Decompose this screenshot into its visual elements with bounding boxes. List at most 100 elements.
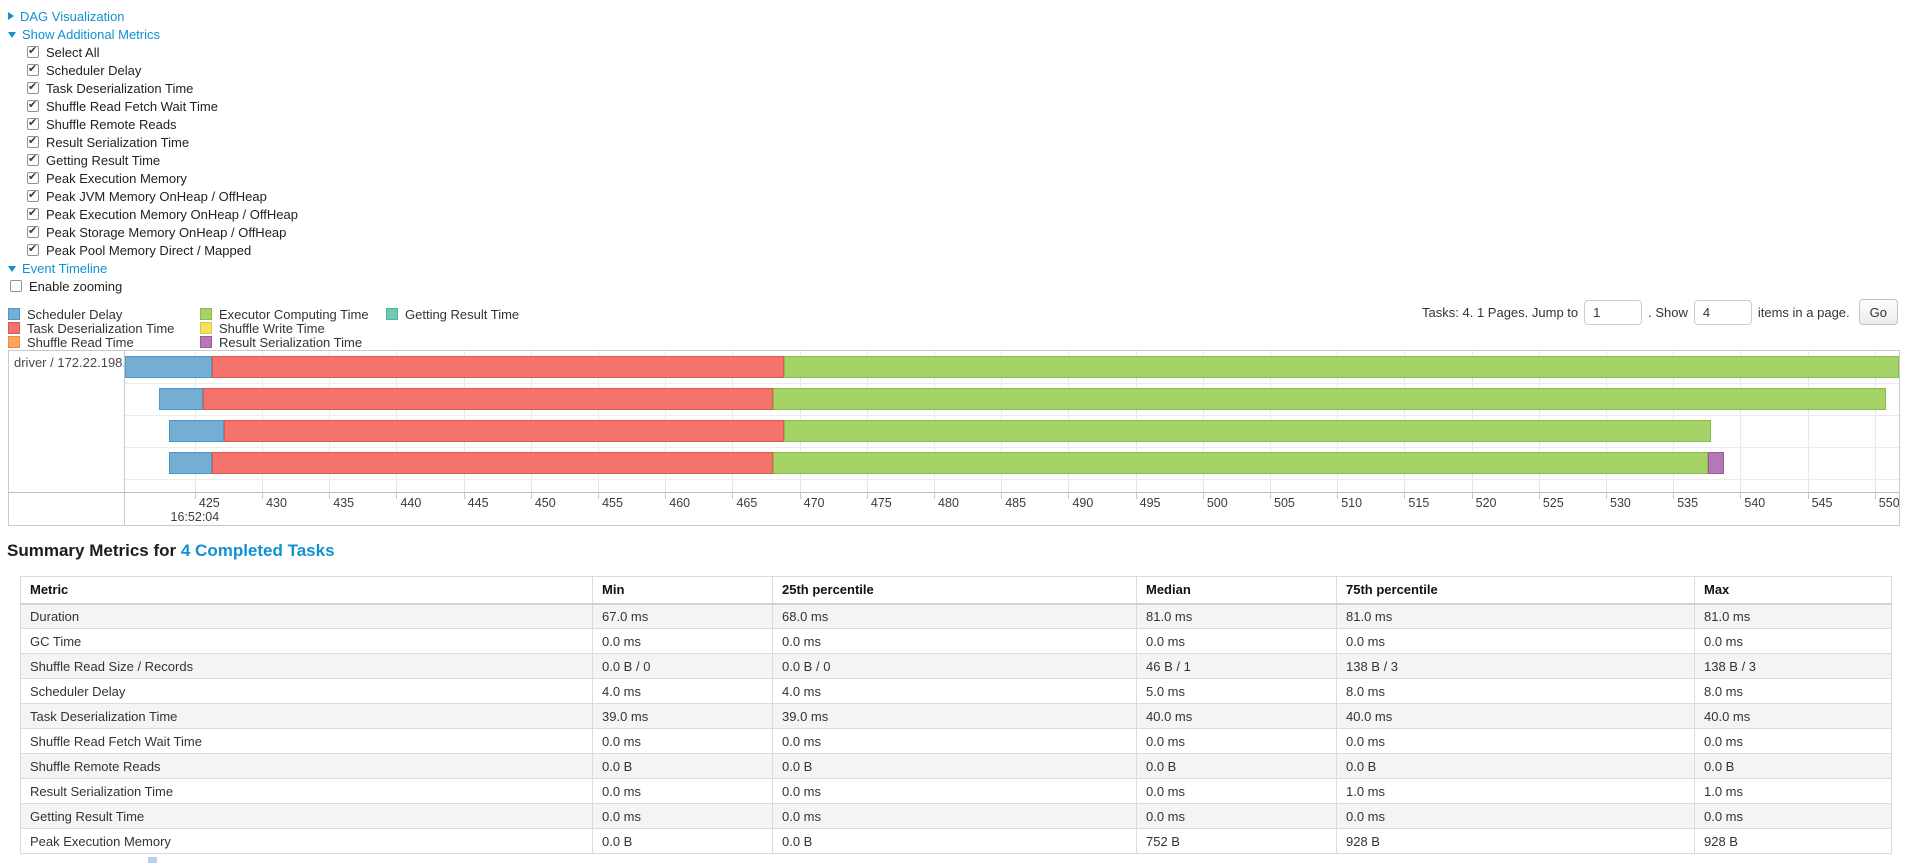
timeline-axis-tick xyxy=(1673,493,1675,499)
timeline-axis-tick xyxy=(463,493,465,499)
timeline-axis-tick xyxy=(1471,493,1473,499)
expanded-arrow-icon xyxy=(8,32,16,38)
metric-checkbox-shuffle-remote-reads[interactable] xyxy=(27,116,39,130)
task-1-segment-scheduler-delay[interactable] xyxy=(125,356,213,378)
summary-value-cell: 68.0 ms xyxy=(772,603,1137,629)
legend-item-getting-result-time: Getting Result Time xyxy=(386,307,519,322)
summary-value-cell: 5.0 ms xyxy=(1136,678,1337,704)
dag-visualization-link[interactable]: DAG Visualization xyxy=(20,8,125,24)
summary-table-row: Getting Result Time 0.0 ms 0.0 ms 0.0 ms 0.0… xyxy=(20,803,1892,829)
metric-checkbox-scheduler-delay[interactable] xyxy=(27,62,39,76)
task-3-segment-task-deserialization-time[interactable] xyxy=(224,420,784,442)
timeline-axis-tick xyxy=(1606,493,1608,499)
metric-checkbox-peak-jvm-memory-onheap-offheap[interactable] xyxy=(27,188,39,202)
metric-checkbox-row-task-deserialization-time: Task Deserialization Time xyxy=(8,79,298,97)
metric-checkbox-row-scheduler-delay: Scheduler Delay xyxy=(8,61,298,79)
summary-value-cell: 0.0 ms xyxy=(592,628,773,654)
stage-controls: DAG Visualization Show Additional Metric… xyxy=(8,7,298,295)
pagination-summary-text: Tasks: 4. 1 Pages. Jump to xyxy=(1422,304,1579,320)
expanded-arrow-icon xyxy=(8,266,16,272)
summary-value-cell: 0.0 ms xyxy=(1694,803,1892,829)
timeline-axis-tick xyxy=(1001,493,1003,499)
metric-checkbox-row-peak-execution-memory: Peak Execution Memory xyxy=(8,169,298,187)
summary-value-cell: 40.0 ms xyxy=(1336,703,1695,729)
jump-to-page-input[interactable] xyxy=(1584,299,1643,325)
timeline-axis-tick-label: 450 xyxy=(534,496,556,510)
summary-value-cell: 67.0 ms xyxy=(592,603,773,629)
summary-value-cell: 39.0 ms xyxy=(772,703,1137,729)
completed-tasks-link[interactable]: 4 Completed Tasks xyxy=(180,541,335,560)
summary-value-cell: 928 B xyxy=(1694,828,1892,854)
summary-value-cell: 0.0 B / 0 xyxy=(772,653,1137,679)
shuffle-write-time-swatch-icon xyxy=(200,322,212,334)
summary-value-cell: 138 B / 3 xyxy=(1336,653,1695,679)
metric-checkbox-label: Peak JVM Memory OnHeap / OffHeap xyxy=(46,188,267,204)
summary-value-cell: 4.0 ms xyxy=(772,678,1137,704)
legend-item-scheduler-delay: Scheduler Delay xyxy=(8,306,174,322)
summary-metric-name-cell: Task Deserialization Time xyxy=(20,703,593,729)
metric-checkbox-peak-execution-memory-onheap-offheap[interactable] xyxy=(27,206,39,220)
timeline-axis-tick-label: 475 xyxy=(870,496,892,510)
task-4-segment-task-deserialization-time[interactable] xyxy=(212,452,773,474)
task-2-segment-executor-computing-time[interactable] xyxy=(772,388,1886,410)
timeline-axis-tick-label: 480 xyxy=(938,496,959,510)
metric-checkbox-label: Peak Execution Memory OnHeap / OffHeap xyxy=(46,206,298,222)
metric-checkbox-shuffle-read-fetch-wait-time[interactable] xyxy=(27,98,39,112)
legend-column: Scheduler Delay Task Deserialization Time… xyxy=(8,306,174,350)
task-1-segment-executor-computing-time[interactable] xyxy=(783,356,1899,378)
items-per-page-input[interactable] xyxy=(1693,299,1752,325)
enable-zooming-checkbox[interactable] xyxy=(10,280,22,292)
task-2-segment-scheduler-delay[interactable] xyxy=(158,388,203,410)
metric-checkbox-label: Getting Result Time xyxy=(46,152,161,168)
task-pagination: Tasks: 4. 1 Pages. Jump to . Show items … xyxy=(1422,297,1898,327)
metric-checkbox-label: Peak Storage Memory OnHeap / OffHeap xyxy=(46,224,287,240)
summary-table-row: Peak Execution Memory 0.0 B 0.0 B 752 B 928 … xyxy=(20,828,1892,854)
show-additional-metrics-toggle[interactable]: Show Additional Metrics xyxy=(8,25,298,43)
summary-metrics-heading: Summary Metrics for 4 Completed Tasks xyxy=(7,541,335,561)
dag-visualization-toggle[interactable]: DAG Visualization xyxy=(8,7,298,25)
task-1-segment-task-deserialization-time[interactable] xyxy=(212,356,784,378)
event-timeline-toggle[interactable]: Event Timeline xyxy=(8,259,298,277)
summary-table-row: Duration 67.0 ms 68.0 ms 81.0 ms 81.0 ms 81.0… xyxy=(20,603,1892,629)
metric-checkbox-peak-storage-memory-onheap-offheap[interactable] xyxy=(27,224,39,238)
result-serialization-time-swatch-icon xyxy=(200,336,212,348)
task-3-segment-scheduler-delay[interactable] xyxy=(169,420,225,442)
summary-column-header: Min xyxy=(592,576,773,605)
summary-value-cell: 0.0 B xyxy=(592,828,773,854)
metric-checkbox-task-deserialization-time[interactable] xyxy=(27,80,39,94)
metric-checkbox-select-all[interactable] xyxy=(27,44,39,58)
summary-value-cell: 1.0 ms xyxy=(1694,778,1892,804)
summary-column-header: Median xyxy=(1136,576,1337,605)
timeline-axis-tick xyxy=(934,493,936,499)
task-4-segment-executor-computing-time[interactable] xyxy=(772,452,1709,474)
metric-checkbox-peak-pool-memory-direct-mapped[interactable] xyxy=(27,242,39,256)
summary-value-cell: 0.0 B xyxy=(1136,753,1337,779)
metric-checkbox-label: Task Deserialization Time xyxy=(46,80,194,96)
summary-value-cell: 0.0 B xyxy=(1336,753,1695,779)
task-4-segment-result-serialization-time[interactable] xyxy=(1708,452,1725,474)
pagination-suffix-text: items in a page. xyxy=(1757,304,1850,320)
event-timeline-link[interactable]: Event Timeline xyxy=(22,260,108,276)
metric-checkbox-getting-result-time[interactable] xyxy=(27,152,39,166)
summary-value-cell: 0.0 ms xyxy=(1336,628,1695,654)
metric-checkbox-label: Shuffle Remote Reads xyxy=(46,116,177,132)
summary-metric-name-cell: Getting Result Time xyxy=(20,803,593,829)
legend-label: Scheduler Delay xyxy=(27,306,123,322)
show-additional-metrics-link[interactable]: Show Additional Metrics xyxy=(22,26,161,42)
task-3-segment-executor-computing-time[interactable] xyxy=(783,420,1711,442)
summary-value-cell: 46 B / 1 xyxy=(1136,653,1337,679)
timeline-axis-tick-label: 440 xyxy=(400,496,422,510)
task-2-segment-task-deserialization-time[interactable] xyxy=(202,388,773,410)
task-4-segment-scheduler-delay[interactable] xyxy=(169,452,213,474)
metric-checkbox-result-serialization-time[interactable] xyxy=(27,134,39,148)
summary-value-cell: 752 B xyxy=(1136,828,1337,854)
summary-value-cell: 0.0 ms xyxy=(772,628,1137,654)
summary-table-row: Task Deserialization Time 39.0 ms 39.0 ms 4… xyxy=(20,703,1892,729)
metric-checkbox-peak-execution-memory[interactable] xyxy=(27,170,39,184)
event-timeline-chart: driver / 172.22.198.104 4254304354404454… xyxy=(8,350,1900,526)
summary-value-cell: 0.0 ms xyxy=(772,778,1137,804)
go-button[interactable]: Go xyxy=(1858,299,1898,325)
summary-metric-name-cell: Duration xyxy=(20,603,593,629)
timeline-axis-tick xyxy=(329,493,331,499)
summary-value-cell: 0.0 B xyxy=(772,753,1137,779)
